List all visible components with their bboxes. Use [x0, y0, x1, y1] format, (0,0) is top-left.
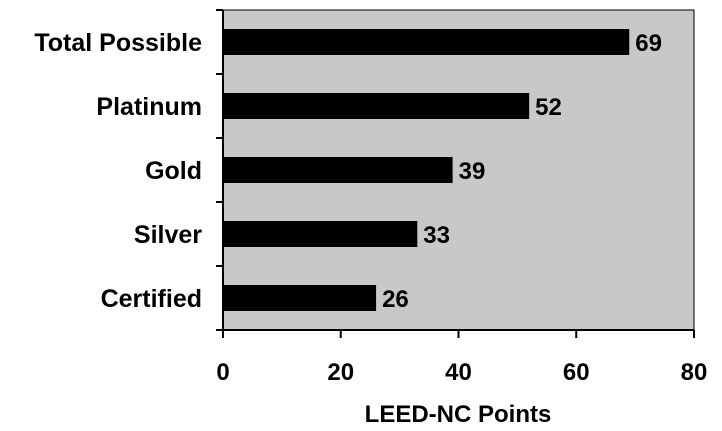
bar: [223, 157, 453, 183]
bar: [223, 285, 377, 311]
x-tick-label: 40: [445, 359, 472, 386]
data-label: 69: [635, 30, 662, 57]
bar: [223, 93, 530, 119]
data-label: 33: [423, 222, 450, 249]
x-tick-label: 0: [216, 359, 229, 386]
bars-layer: 69 52 39 33 26: [223, 29, 662, 313]
axes-layer: 0 20 40 60 80 Total Possible Platinum Gold Silve…: [34, 9, 708, 386]
x-tick-label: 20: [327, 359, 354, 386]
bar: [223, 29, 630, 55]
category-label: Total Possible: [34, 29, 202, 57]
x-axis-label: LEED-NC Points: [365, 401, 552, 428]
x-tick-label: 60: [563, 359, 590, 386]
bar: [223, 221, 418, 247]
data-label: 39: [459, 158, 486, 185]
category-label: Platinum: [96, 93, 202, 121]
category-label: Silver: [134, 221, 202, 249]
category-label: Certified: [101, 285, 202, 313]
data-label: 52: [535, 94, 562, 121]
category-label: Gold: [145, 157, 202, 185]
x-tick-label: 80: [681, 359, 708, 386]
data-label: 26: [382, 286, 409, 313]
